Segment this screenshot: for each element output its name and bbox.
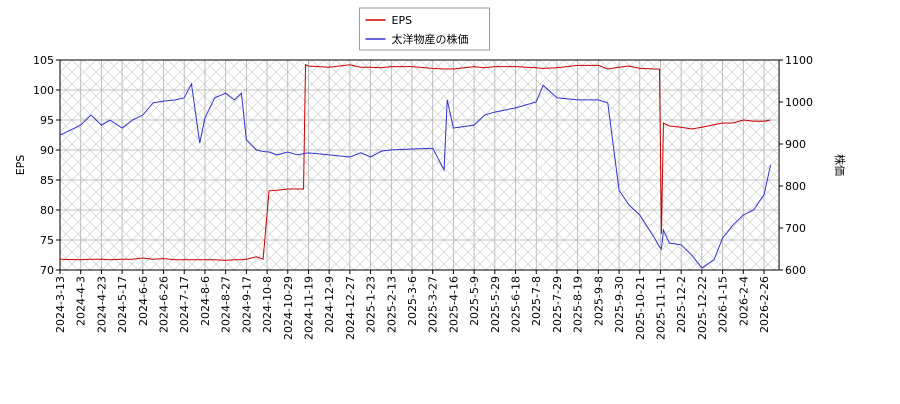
- series-line: [59, 82, 772, 269]
- y2-tick-label: 700: [785, 222, 806, 235]
- x-tick-label: 2025-3-6: [406, 276, 419, 326]
- x-tick-label: 2025-5-9: [468, 276, 481, 326]
- x-tick-label: 2024-6-6: [137, 276, 150, 326]
- y-tick-label: 95: [40, 114, 54, 127]
- legend: EPS 太洋物産の株価: [359, 7, 491, 51]
- y-tick-label: 75: [40, 234, 54, 247]
- legend-box: [359, 7, 491, 51]
- x-tick-label: 2025-12-22: [696, 276, 709, 340]
- x-tick-label: 2024-3-13: [54, 276, 67, 333]
- plot-background: [60, 60, 780, 270]
- x-tick-label: 2024-9-17: [240, 276, 253, 333]
- y2-tick-label: 1000: [785, 96, 813, 109]
- x-tick-label: 2025-7-8: [530, 276, 543, 326]
- x-tick-label: 2025-11-11: [654, 276, 667, 340]
- x-tick-label: 2026-2-4: [737, 276, 750, 326]
- y2-tick-label: 800: [785, 180, 806, 193]
- x-tick-label: 2025-9-8: [592, 276, 605, 326]
- x-tick-label: 2024-7-17: [178, 276, 191, 333]
- x-tick-label: 2024-5-17: [116, 276, 129, 333]
- x-tick-label: 2025-10-21: [634, 276, 647, 340]
- y2-tick-label: 1100: [785, 54, 813, 67]
- x-tick-label: 2024-10-8: [261, 276, 274, 333]
- x-tick-label: 2024-11-19: [302, 276, 315, 340]
- x-tick-label: 2025-12-2: [675, 276, 688, 333]
- x-tick-label: 2025-9-30: [613, 276, 626, 333]
- legend-label: EPS: [392, 14, 413, 27]
- x-tick-label: 2026-1-15: [717, 276, 730, 333]
- x-tick-label: 2025-3-27: [427, 276, 440, 333]
- plot-frame: [59, 59, 780, 271]
- x-tick-label: 2025-6-18: [510, 276, 523, 333]
- x-tick-label: 2024-4-3: [75, 276, 88, 326]
- x-tick-label: 2024-6-26: [158, 276, 171, 333]
- x-tick-label: 2025-7-29: [551, 276, 564, 333]
- y-tick-label: 85: [40, 174, 54, 187]
- y-tick-label: 80: [40, 204, 54, 217]
- x-tick-label: 2024-4-23: [95, 276, 108, 333]
- x-tick-label: 2025-8-19: [572, 276, 585, 333]
- y2-tick-label: 900: [785, 138, 806, 151]
- x-tick-label: 2025-2-13: [385, 276, 398, 333]
- y-tick-label: 105: [33, 54, 54, 67]
- x-tick-label: 2025-5-29: [489, 276, 502, 333]
- y-axis-label: EPS: [14, 155, 27, 176]
- x-tick-label: 2024-8-27: [220, 276, 233, 333]
- x-tick-label: 2024-8-6: [199, 276, 212, 326]
- x-tick-label: 2024-12-9: [323, 276, 336, 333]
- y-tick-label: 100: [33, 84, 54, 97]
- y-tick-label: 90: [40, 144, 54, 157]
- series-line: [59, 64, 771, 261]
- x-tick-label: 2024-10-29: [282, 276, 295, 340]
- legend-label: 太洋物産の株価: [392, 32, 469, 46]
- x-tick-label: 2026-2-26: [758, 276, 771, 333]
- y-tick-label: 70: [40, 264, 54, 277]
- x-tick-label: 2025-1-23: [365, 276, 378, 333]
- x-tick-label: 2024-12-27: [344, 276, 357, 340]
- y2-tick-label: 600: [785, 264, 806, 277]
- y2-axis-label: 株価: [833, 154, 847, 176]
- x-tick-label: 2025-4-16: [447, 276, 460, 333]
